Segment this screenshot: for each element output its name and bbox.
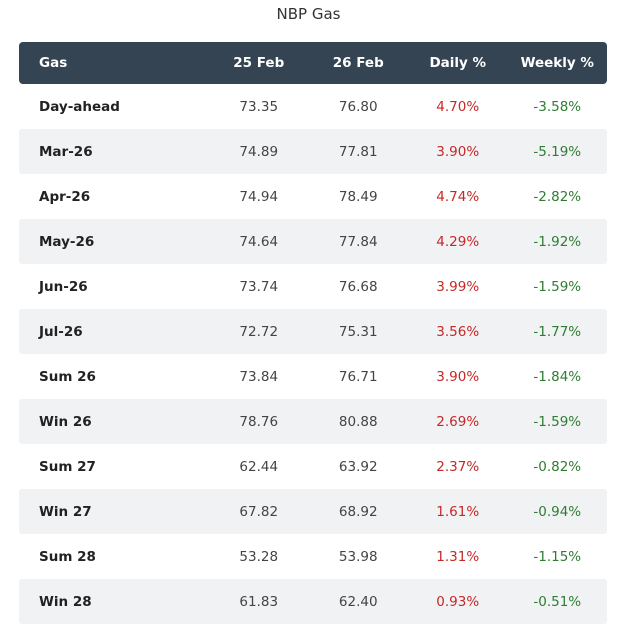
header-row: Gas 25 Feb 26 Feb Daily % Weekly % bbox=[19, 42, 607, 84]
cell-daily-pct: 4.29% bbox=[408, 219, 508, 264]
cell-gas: May-26 bbox=[19, 219, 209, 264]
header-26-feb: 26 Feb bbox=[308, 42, 408, 84]
cell-gas: Day-ahead bbox=[39, 98, 120, 115]
cell-25-feb: 72.72 bbox=[209, 309, 309, 354]
cell-gas: Win 27 bbox=[19, 489, 209, 534]
cell-gas: Win 26 bbox=[19, 399, 209, 444]
table-body: Day-ahead 73.35 76.80 4.70% -3.58% Mar-26 74.8… bbox=[19, 84, 607, 624]
cell-25-feb: 78.76 bbox=[209, 399, 309, 444]
table-row: Win 28 61.83 62.40 0.93% -0.51% bbox=[19, 579, 607, 624]
table-row: Win 27 67.82 68.92 1.61% -0.94% bbox=[19, 489, 607, 534]
table-row: Apr-26 74.94 78.49 4.74% -2.82% bbox=[19, 174, 607, 219]
cell-daily-pct: 3.90% bbox=[408, 129, 508, 174]
cell-daily-pct: 3.56% bbox=[408, 309, 508, 354]
cell-daily-pct: 1.31% bbox=[436, 548, 480, 565]
cell-25-feb: 67.82 bbox=[209, 489, 309, 534]
cell-26-feb: 80.88 bbox=[308, 399, 408, 444]
cell-gas: Sum 28 bbox=[39, 548, 96, 565]
cell-26-feb: 75.31 bbox=[308, 309, 408, 354]
cell-gas: Win 28 bbox=[19, 579, 209, 624]
cell-26-feb: 77.81 bbox=[308, 129, 408, 174]
cell-gas: Jun-26 bbox=[39, 278, 88, 295]
cell-25-feb: 53.28 bbox=[239, 548, 279, 565]
cell-25-feb: 73.74 bbox=[239, 278, 279, 295]
cell-weekly-pct: -3.58% bbox=[533, 98, 582, 115]
cell-25-feb: 62.44 bbox=[239, 458, 279, 475]
cell-weekly-pct: -5.19% bbox=[507, 129, 607, 174]
cell-26-feb: 62.40 bbox=[308, 579, 408, 624]
cell-25-feb: 74.94 bbox=[239, 188, 279, 205]
table-row: Day-ahead 73.35 76.80 4.70% -3.58% bbox=[19, 84, 607, 129]
cell-gas: Jul-26 bbox=[19, 309, 209, 354]
cell-daily-pct: 3.90% bbox=[436, 368, 480, 385]
page-title: NBP Gas bbox=[276, 5, 341, 23]
table-row: Mar-26 74.89 77.81 3.90% -5.19% bbox=[19, 129, 607, 174]
header-25-feb: 25 Feb bbox=[209, 42, 309, 84]
header-weekly-pct: Weekly % bbox=[507, 42, 607, 84]
cell-gas: Apr-26 bbox=[39, 188, 91, 205]
cell-weekly-pct: -0.82% bbox=[533, 458, 582, 475]
header-gas: Gas bbox=[19, 42, 209, 84]
cell-25-feb: 74.64 bbox=[209, 219, 309, 264]
cell-26-feb: 63.92 bbox=[338, 458, 378, 475]
cell-daily-pct: 2.37% bbox=[436, 458, 480, 475]
cell-daily-pct: 4.74% bbox=[436, 188, 480, 205]
cell-gas: Mar-26 bbox=[19, 129, 209, 174]
cell-gas: Sum 27 bbox=[39, 458, 96, 475]
table-row: Jul-26 72.72 75.31 3.56% -1.77% bbox=[19, 309, 607, 354]
cell-weekly-pct: -1.59% bbox=[533, 278, 582, 295]
cell-26-feb: 77.84 bbox=[308, 219, 408, 264]
cell-26-feb: 68.92 bbox=[308, 489, 408, 534]
cell-25-feb: 74.89 bbox=[209, 129, 309, 174]
header-daily-pct: Daily % bbox=[408, 42, 508, 84]
price-table-container: Gas 25 Feb 26 Feb Daily % Weekly % Day-a… bbox=[19, 42, 607, 624]
cell-weekly-pct: -0.94% bbox=[507, 489, 607, 534]
table-row: Sum 27 62.44 63.92 2.37% -0.82% bbox=[19, 444, 607, 489]
cell-26-feb: 76.71 bbox=[338, 368, 378, 385]
cell-25-feb: 61.83 bbox=[209, 579, 309, 624]
table-row: Win 26 78.76 80.88 2.69% -1.59% bbox=[19, 399, 607, 444]
cell-weekly-pct: -1.59% bbox=[507, 399, 607, 444]
cell-weekly-pct: -1.84% bbox=[533, 368, 582, 385]
table-header: Gas 25 Feb 26 Feb Daily % Weekly % bbox=[19, 42, 607, 84]
cell-weekly-pct: -1.92% bbox=[507, 219, 607, 264]
cell-25-feb: 73.35 bbox=[239, 98, 279, 115]
cell-26-feb: 78.49 bbox=[338, 188, 378, 205]
cell-weekly-pct: -0.51% bbox=[507, 579, 607, 624]
cell-26-feb: 76.68 bbox=[338, 278, 378, 295]
cell-daily-pct: 4.70% bbox=[436, 98, 480, 115]
cell-daily-pct: 0.93% bbox=[408, 579, 508, 624]
cell-26-feb: 53.98 bbox=[338, 548, 378, 565]
cell-daily-pct: 2.69% bbox=[408, 399, 508, 444]
cell-26-feb: 76.80 bbox=[338, 98, 378, 115]
table-row: Sum 26 73.84 76.71 3.90% -1.84% bbox=[19, 354, 607, 399]
cell-weekly-pct: -1.15% bbox=[533, 548, 582, 565]
cell-daily-pct: 1.61% bbox=[408, 489, 508, 534]
cell-weekly-pct: -2.82% bbox=[533, 188, 582, 205]
cell-weekly-pct: -1.77% bbox=[507, 309, 607, 354]
cell-gas: Sum 26 bbox=[39, 368, 96, 385]
table-row: Jun-26 73.74 76.68 3.99% -1.59% bbox=[19, 264, 607, 309]
price-table: Gas 25 Feb 26 Feb Daily % Weekly % Day-a… bbox=[19, 42, 607, 624]
table-row: Sum 28 53.28 53.98 1.31% -1.15% bbox=[19, 534, 607, 579]
cell-daily-pct: 3.99% bbox=[436, 278, 480, 295]
cell-25-feb: 73.84 bbox=[239, 368, 279, 385]
table-row: May-26 74.64 77.84 4.29% -1.92% bbox=[19, 219, 607, 264]
